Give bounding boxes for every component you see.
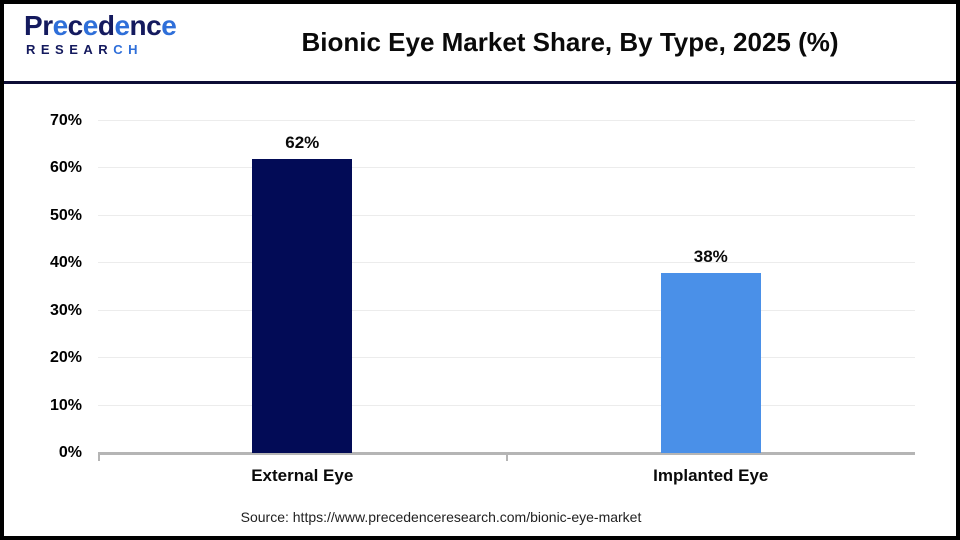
logo-letter: c: [67, 10, 84, 41]
gridline-70: [98, 120, 915, 121]
y-axis-label-10: 10%: [49, 396, 82, 414]
y-axis-label-30: 30%: [49, 301, 82, 319]
x-axis-tick-mid: [505, 455, 508, 461]
gridline-20: [98, 357, 915, 359]
y-axis-label-60: 60%: [49, 159, 82, 177]
gridline-10: [98, 404, 915, 406]
bar-value-label-implanted-eye: 38%: [693, 246, 728, 266]
gridline-30: [98, 309, 915, 311]
x-axis-tick-left: [98, 455, 100, 461]
logo-letter: n: [129, 10, 147, 41]
chart-title: Bionic Eye Market Share, By Type, 2025 (…: [301, 27, 839, 57]
precedence-research-logo: Precedence RESEARCH: [24, 10, 177, 57]
source-text: Source: https://www.precedenceresearch.c…: [240, 509, 642, 525]
logo-letter: e: [161, 10, 177, 41]
logo-letter: CH: [113, 42, 143, 57]
y-axis-label-40: 40%: [49, 254, 82, 272]
y-axis-label-0: 0%: [58, 444, 82, 461]
logo-letter: r: [42, 10, 53, 41]
logo-letter: d: [97, 10, 115, 41]
bar-implanted-eye: [660, 272, 761, 453]
y-axis-label-50: 50%: [49, 206, 82, 224]
y-axis-label-20: 20%: [49, 349, 82, 367]
plot-area: 0% 10% 20% 30% 40% 50% 60% 70% 62% External Eye 38…: [50, 112, 915, 485]
logo-letter: P: [24, 10, 43, 41]
logo-letter: RESEAR: [26, 42, 114, 57]
logo-letter: c: [146, 10, 162, 41]
gridline-50: [98, 214, 915, 216]
logo-wordmark: Precedence: [24, 10, 177, 41]
x-axis-line: [98, 452, 915, 455]
bar-value-label-external-eye: 62%: [285, 132, 320, 152]
logo-letter: e: [114, 10, 130, 41]
gridline-40: [98, 262, 915, 264]
gridline-60: [98, 167, 915, 169]
header-divider: [4, 81, 956, 84]
logo-subtitle: RESEARCH: [24, 43, 176, 56]
header: Precedence RESEARCH Bionic Eye Market Sh…: [4, 4, 956, 81]
y-axis-label-70: 70%: [49, 112, 82, 129]
bar-external-eye: [252, 158, 353, 453]
logo-letter: e: [82, 10, 99, 41]
logo-letter: e: [52, 10, 69, 41]
x-axis-label-external-eye: External Eye: [251, 466, 354, 485]
x-axis-label-implanted-eye: Implanted Eye: [653, 466, 769, 485]
